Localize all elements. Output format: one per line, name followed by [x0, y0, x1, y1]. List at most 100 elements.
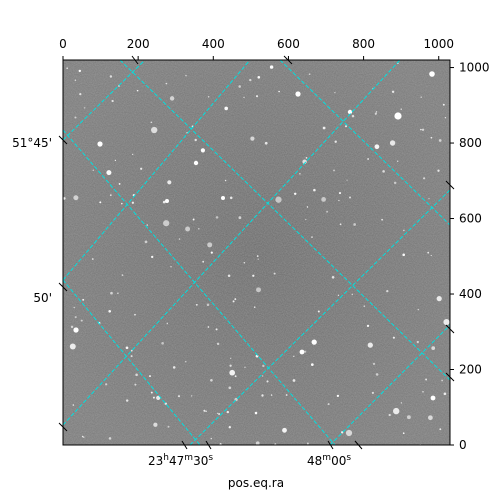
star: [238, 85, 241, 88]
star: [333, 169, 335, 172]
star: [69, 343, 76, 350]
star: [256, 255, 259, 257]
star: [215, 216, 219, 219]
star: [417, 308, 420, 311]
star: [304, 350, 307, 353]
star: [121, 274, 124, 276]
star: [430, 136, 433, 139]
coordinate-grid: [63, 60, 450, 445]
star: [437, 169, 440, 172]
star: [310, 363, 314, 366]
star: [228, 386, 232, 390]
star: [92, 258, 94, 260]
star: [392, 336, 395, 339]
star: [120, 202, 123, 205]
grid-line: [189, 189, 450, 445]
star: [400, 402, 403, 404]
star: [130, 355, 133, 358]
right-pixel-axis: 0 200 400 600 800 1000: [450, 61, 490, 452]
star: [190, 395, 193, 397]
star: [375, 111, 378, 113]
right-tick-label: 1000: [459, 61, 490, 75]
star: [229, 196, 233, 200]
star: [344, 125, 348, 128]
star: [402, 253, 406, 257]
star: [117, 292, 119, 295]
right-tick-label: 200: [459, 363, 482, 377]
star: [118, 182, 121, 185]
star: [227, 274, 231, 278]
star: [256, 287, 261, 293]
star: [374, 112, 377, 115]
star: [441, 379, 443, 382]
grid-line: [63, 129, 336, 445]
star: [109, 75, 113, 78]
top-tick-label: 0: [59, 37, 67, 51]
star: [195, 303, 198, 306]
star: [185, 226, 191, 232]
image-frame: [62, 59, 451, 446]
star: [403, 229, 405, 232]
star: [172, 366, 176, 369]
star: [184, 360, 187, 363]
star: [436, 295, 442, 302]
star: [261, 375, 264, 377]
star: [109, 194, 112, 196]
ra-label-2: 48m00s: [307, 453, 351, 468]
star: [170, 266, 172, 268]
grid-line: [63, 60, 251, 281]
right-tick-label: 600: [459, 212, 482, 226]
bright-star: [165, 199, 169, 203]
star: [273, 272, 276, 275]
star: [442, 103, 445, 106]
star: [321, 197, 326, 202]
grid-line: [329, 324, 450, 445]
star: [261, 394, 264, 397]
star: [165, 82, 168, 85]
star: [257, 75, 261, 79]
star: [232, 300, 235, 303]
star: [216, 412, 219, 415]
star: [382, 170, 385, 173]
star: [202, 260, 205, 263]
bright-star: [429, 71, 435, 77]
star: [425, 378, 428, 381]
bright-star: [221, 196, 225, 200]
star: [66, 67, 69, 70]
star: [79, 92, 82, 96]
star: [374, 144, 380, 150]
star: [270, 394, 273, 396]
star: [146, 224, 149, 226]
star: [234, 298, 237, 301]
star: [134, 313, 136, 316]
star: [74, 316, 77, 319]
star: [339, 223, 342, 226]
star: [149, 375, 151, 378]
star: [292, 379, 296, 382]
star: [443, 319, 450, 326]
star: [249, 78, 252, 82]
star: [151, 255, 154, 259]
star: [74, 79, 77, 81]
star: [336, 394, 340, 398]
star: [114, 159, 117, 162]
star: [106, 170, 112, 176]
star: [393, 181, 397, 185]
star: [63, 197, 66, 200]
star: [166, 322, 169, 325]
star: [322, 126, 326, 130]
star: [210, 251, 213, 254]
star: [255, 95, 259, 98]
star: [110, 291, 113, 295]
bright-star: [347, 109, 353, 115]
star: [81, 435, 84, 438]
star: [331, 275, 335, 279]
bright-star: [73, 327, 79, 333]
star: [371, 391, 375, 395]
star: [282, 427, 287, 433]
star: [169, 96, 175, 101]
star: [207, 326, 210, 328]
star: [192, 218, 195, 221]
star: [388, 413, 391, 417]
